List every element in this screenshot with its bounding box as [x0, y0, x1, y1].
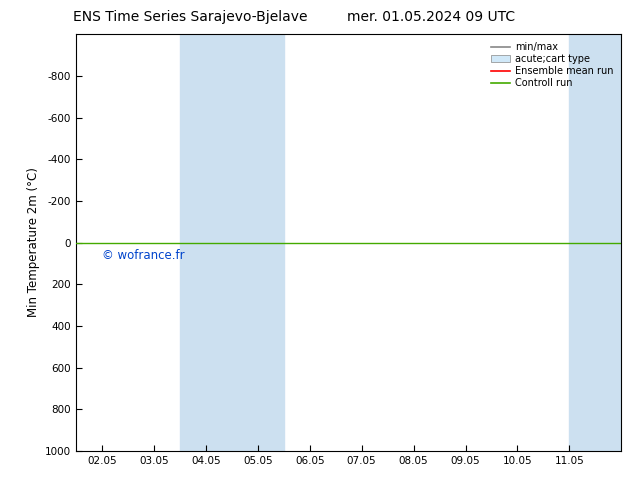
Bar [569, 34, 621, 451]
Bar [232, 34, 284, 451]
Text: © wofrance.fr: © wofrance.fr [102, 249, 184, 262]
Text: mer. 01.05.2024 09 UTC: mer. 01.05.2024 09 UTC [347, 10, 515, 24]
Legend: min/max, acute;cart type, Ensemble mean run, Controll run: min/max, acute;cart type, Ensemble mean … [488, 39, 616, 91]
Text: ENS Time Series Sarajevo-Bjelave: ENS Time Series Sarajevo-Bjelave [73, 10, 307, 24]
Bar [180, 34, 232, 451]
Y-axis label: Min Temperature 2m (°C): Min Temperature 2m (°C) [27, 168, 39, 318]
